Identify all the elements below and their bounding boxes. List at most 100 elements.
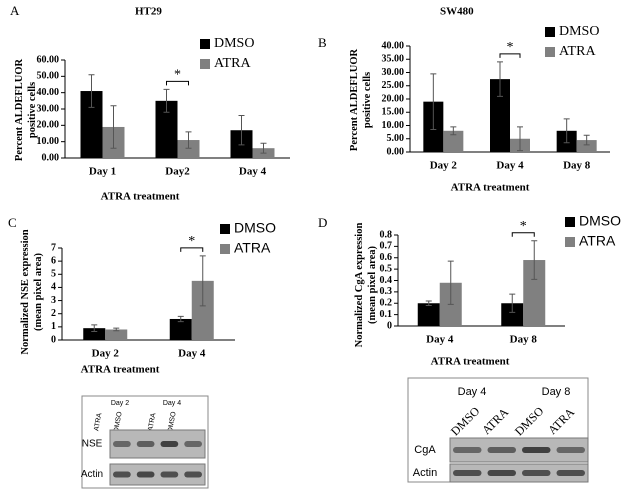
bar: [105, 329, 128, 340]
y-axis-label: Normalized CgA expression (mean pixel are…: [354, 223, 378, 348]
y-tick-label: 5.00: [387, 133, 405, 144]
y-tick-label: 1: [51, 321, 56, 332]
legend-swatch: [200, 59, 210, 69]
bar: [576, 140, 597, 152]
blot-strip: [109, 463, 206, 486]
blot-band: [556, 447, 585, 453]
blot-band: [522, 470, 551, 476]
panel-label: B: [318, 35, 327, 50]
blot-row-label: NSE: [82, 439, 103, 450]
y-axis-label-line: Percent ALDEFLUOR: [349, 48, 360, 151]
y-tick-label: 25.00: [382, 80, 405, 91]
blot-band: [136, 471, 155, 478]
blot-day-label: Day 8: [542, 386, 571, 398]
blot-lane-label: DMSO: [167, 411, 178, 433]
blot-band: [453, 470, 482, 476]
x-axis-label: ATRA treatment: [431, 356, 510, 368]
y-axis-label-line: Normalized NSE expression: [20, 229, 31, 354]
x-tick-label: Day2: [165, 166, 190, 178]
y-tick-label: 4: [51, 282, 56, 293]
error-bar: [113, 327, 120, 332]
y-tick-label: 20.00: [382, 93, 405, 104]
legend-swatch: [545, 47, 555, 57]
legend-label: ATRA: [579, 233, 616, 249]
x-axis-label: ATRA treatment: [101, 191, 180, 203]
legend-swatch: [220, 244, 230, 254]
panel-label: C: [8, 215, 17, 230]
y-tick-label: 0.6: [380, 252, 393, 263]
x-tick-label: Day 4: [239, 166, 267, 178]
y-tick-label: 0.00: [42, 152, 60, 163]
y-tick-label: 7: [51, 242, 56, 253]
y-tick-label: 2: [51, 308, 56, 319]
y-tick-label: 0: [387, 320, 392, 331]
legend-swatch: [220, 224, 230, 234]
y-tick-label: 10.00: [37, 136, 60, 147]
legend-label: DMSO: [214, 36, 254, 51]
y-tick-label: 0.3: [380, 286, 393, 297]
significance-star: *: [507, 40, 514, 55]
error-bar: [199, 255, 206, 307]
y-tick-label: 15.00: [382, 107, 405, 118]
y-axis-label: Percent ALDEFLUOR positive cells: [349, 48, 373, 151]
significance-star: *: [520, 219, 527, 234]
significance-bracket: [166, 80, 189, 86]
error-bar: [177, 315, 184, 323]
y-axis-label-line: Percent ALDEFLUOR: [14, 58, 25, 161]
blot-lane-label: DMSO: [113, 411, 124, 433]
y-tick-label: 6: [51, 255, 56, 266]
error-bar: [185, 131, 192, 149]
legend-label: DMSO: [559, 24, 599, 39]
y-axis-label-line: (mean pixel area): [33, 253, 44, 331]
error-bar: [517, 126, 523, 152]
blot-lane-label: ATRA: [93, 412, 103, 431]
error-bar: [110, 105, 117, 149]
legend-label: DMSO: [234, 220, 276, 236]
x-axis-label: ATRA treatment: [451, 182, 530, 194]
x-tick-label: Day 4: [426, 334, 454, 346]
blot-band: [453, 447, 482, 453]
blot-band: [113, 471, 131, 478]
bar: [155, 100, 178, 158]
significance-bracket: [511, 232, 535, 237]
blot-lane-label: ATRA: [147, 412, 157, 431]
y-tick-label: 30.00: [37, 103, 60, 114]
significance-bracket: [180, 247, 204, 252]
y-tick-label: 5: [51, 269, 56, 280]
legend-label: ATRA: [214, 56, 251, 71]
error-bar: [497, 61, 503, 97]
x-tick-label: Day 8: [510, 334, 538, 346]
blot-band: [113, 441, 131, 447]
significance-star: *: [174, 68, 181, 83]
error-bar: [260, 142, 267, 154]
bar: [523, 260, 546, 326]
panel-label: D: [318, 215, 327, 230]
y-tick-label: 35.00: [382, 54, 405, 65]
blot-day-label: Day 4: [163, 400, 181, 407]
y-tick-label: 50.00: [37, 71, 60, 82]
y-tick-label: 0.7: [380, 241, 393, 252]
y-tick-label: 3: [51, 295, 56, 306]
blot-row-label: Actin: [413, 467, 437, 479]
y-axis-label-line: (mean pixel area): [367, 246, 378, 324]
y-axis-label-line: Normalized CgA expression: [354, 223, 365, 348]
y-tick-label: 60.00: [37, 54, 60, 65]
chart-title: SW480: [440, 6, 474, 18]
significance-star: *: [188, 234, 195, 249]
y-tick-label: 10.00: [382, 120, 405, 131]
error-bar: [450, 126, 457, 136]
y-tick-label: 20.00: [37, 120, 60, 131]
blot-row-label: CgA: [414, 444, 436, 456]
blot-band: [160, 441, 179, 447]
blot-band: [487, 470, 516, 476]
blot-band: [160, 471, 179, 478]
y-axis-label-line: positive cells: [362, 72, 373, 128]
bar: [443, 130, 464, 152]
legend-label: ATRA: [234, 240, 271, 256]
legend-label: DMSO: [579, 213, 621, 229]
legend-swatch: [200, 39, 210, 49]
bar: [80, 91, 103, 158]
y-tick-label: 0.4: [380, 275, 393, 286]
error-bar: [88, 74, 95, 108]
